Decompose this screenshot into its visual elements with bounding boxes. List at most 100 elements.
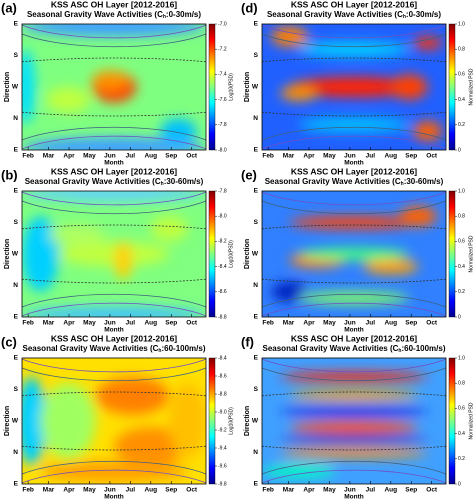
x-tick-label: Oct xyxy=(426,320,438,327)
x-tick-label: Mar xyxy=(43,153,55,160)
subtitle-part: :0-30m/s) xyxy=(406,10,441,19)
heatmap-blob xyxy=(298,41,410,57)
subtitle-part: Seasonal Gravity Wave Activities (C xyxy=(267,10,403,19)
y-tick-label: N xyxy=(253,282,258,289)
x-tick-label: Apr xyxy=(303,153,315,160)
y-tick-label: S xyxy=(14,219,19,226)
y-axis-label: Direction xyxy=(4,239,11,269)
colorbar-tick-label: -8.0 xyxy=(218,214,227,220)
colorbar-tick-label: 1.0 xyxy=(458,21,465,27)
colorbar-tick-label: -8.8 xyxy=(218,391,227,397)
contours xyxy=(262,358,446,484)
heatmap-blob xyxy=(271,26,308,47)
x-tick-label: Sep xyxy=(165,320,177,327)
subtitle-part: Seasonal Gravity Wave Activities (C xyxy=(27,10,163,19)
x-tick-label: Jul xyxy=(366,320,376,327)
contour-line xyxy=(262,191,446,206)
plot-frame xyxy=(21,190,207,318)
y-tick-label: E xyxy=(254,355,259,362)
subtitle-part: :0-30m/s) xyxy=(166,10,201,19)
panel-title: KSS ASC OH Layer [2012-2016] xyxy=(291,166,417,176)
heatmap-blob xyxy=(298,291,410,305)
panel-label: (b) xyxy=(1,167,18,182)
x-tick-label: Jul xyxy=(126,153,136,160)
contour-line xyxy=(262,126,446,141)
heatmap-blob xyxy=(58,241,170,267)
heatmap-blob xyxy=(22,137,206,150)
heatmap-blob xyxy=(22,306,206,317)
x-tick-label: Jun xyxy=(104,320,116,327)
contour-line xyxy=(262,391,446,397)
contour-line xyxy=(262,367,446,382)
contours xyxy=(22,358,206,484)
colorbar-label: Log10(PSD) xyxy=(228,73,234,101)
x-axis-label: Month xyxy=(104,494,124,501)
heatmap-blob xyxy=(91,70,129,91)
heatmap-blob xyxy=(271,281,308,302)
heatmap-blob xyxy=(289,390,419,401)
heatmap-blob xyxy=(95,376,170,415)
colorbar-tick-label: 0.8 xyxy=(458,47,465,53)
x-tick-label: Feb xyxy=(262,487,274,494)
heatmap xyxy=(262,191,446,317)
colorbar-tick-label: -8.0 xyxy=(218,147,227,153)
y-axis-label: Direction xyxy=(244,239,251,269)
heatmap xyxy=(22,24,206,150)
x-tick-label: Mar xyxy=(43,320,55,327)
colorbar-tick-label: -7.4 xyxy=(218,72,227,78)
colorbar-tick-label: -9.0 xyxy=(218,409,227,415)
x-tick-label: Sep xyxy=(165,153,177,160)
colorbar-tick-label: 0.6 xyxy=(458,239,465,245)
contour-line xyxy=(262,302,446,317)
heatmap-field xyxy=(22,191,206,317)
heatmap-blob xyxy=(22,24,206,37)
colorbar-tick-label: -7.8 xyxy=(218,122,227,128)
panel-subtitle: Seasonal Gravity Wave Activities (Ch:0-3… xyxy=(267,10,441,20)
y-axis-label: Direction xyxy=(244,406,251,436)
contour-line xyxy=(262,224,446,230)
x-tick-label: Mar xyxy=(283,153,295,160)
contour-line xyxy=(22,224,206,230)
colorbar-tick-label: -7.0 xyxy=(218,21,227,27)
colorbar xyxy=(448,190,456,318)
subscript: h xyxy=(161,181,164,187)
subtitle-part: :60-100m/s) xyxy=(161,344,205,353)
x-tick-label: Jul xyxy=(366,487,376,494)
x-tick-label: Apr xyxy=(63,153,75,160)
subscript: h xyxy=(401,181,404,187)
subtitle-part: Seasonal Gravity Wave Activities (C xyxy=(263,344,399,353)
y-tick-label: S xyxy=(14,52,19,59)
colorbar-tick-label: -7.2 xyxy=(218,47,227,53)
x-tick-label: Mar xyxy=(43,487,55,494)
y-tick-label: N xyxy=(253,115,258,122)
colorbar-tick-label: -8.6 xyxy=(218,289,227,295)
heatmap-blob xyxy=(412,36,443,50)
heatmap-blob xyxy=(40,461,188,482)
colorbar-tick-label: -7.6 xyxy=(218,97,227,103)
panel-subtitle: Seasonal Gravity Wave Activities (Ch:30-… xyxy=(265,177,444,187)
heatmap-blob xyxy=(280,447,428,458)
y-tick-label: E xyxy=(254,147,259,154)
heatmap-blob xyxy=(22,49,35,125)
x-tick-label: Apr xyxy=(63,487,75,494)
y-tick-label: S xyxy=(14,386,19,393)
y-tick-label: S xyxy=(254,386,259,393)
contour-line xyxy=(262,111,446,117)
colorbar-tick-label: 1.0 xyxy=(458,188,465,194)
panel: (c) KSS ASC OH Layer [2012-2016]Seasonal … xyxy=(1,333,234,500)
contour-line xyxy=(22,445,206,451)
contours xyxy=(22,24,206,150)
heatmap-blob xyxy=(150,216,188,242)
x-tick-label: Mar xyxy=(283,320,295,327)
heatmap-blob xyxy=(289,421,419,434)
contour-line xyxy=(262,33,446,48)
y-tick-label: E xyxy=(254,188,259,195)
heatmap-blob xyxy=(114,241,133,280)
subscript: h xyxy=(158,348,161,354)
x-tick-label: Jun xyxy=(344,153,356,160)
subtitle-part: Seasonal Gravity Wave Activities (C xyxy=(265,177,401,186)
contour-line xyxy=(262,278,446,284)
heatmap-blob xyxy=(40,383,96,459)
x-axis-label: Month xyxy=(344,160,364,167)
contour-line xyxy=(22,111,206,117)
